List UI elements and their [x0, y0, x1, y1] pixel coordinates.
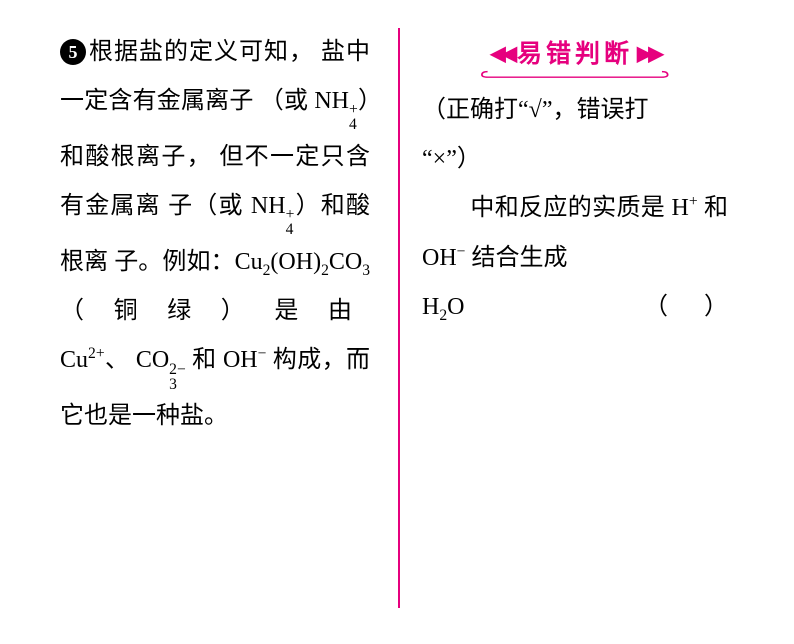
text: H — [422, 294, 439, 320]
right-column: ◀◀ 易错判断 ▶▶ （正确打“√”，错误打 “×”） 中和反应的实质是 H+ … — [408, 28, 728, 624]
text: CO — [136, 347, 169, 373]
text: 中和反应的实质是 — [470, 195, 665, 221]
sub: 2 — [321, 262, 329, 279]
section-header: ◀◀ 易错判断 ▶▶ — [422, 32, 728, 72]
text: （或 NH — [260, 88, 349, 114]
sub: 3 — [362, 262, 370, 279]
text: H — [672, 195, 689, 221]
sup: + — [689, 193, 698, 210]
header-right-arrows-icon: ▶▶ — [637, 43, 660, 65]
text: 子（或 NH — [168, 193, 286, 219]
column-divider — [398, 28, 400, 608]
text: 构成，而 — [266, 347, 370, 373]
left-paragraph: 5根据盐的定义可知， 盐中一定含有金属离子 （或 NH+4）和酸根离子， 但不一… — [60, 28, 370, 442]
text: (OH) — [270, 249, 321, 275]
text: 它也是一种盐。 — [60, 403, 228, 429]
text: 根据盐的定义可知， — [88, 39, 314, 65]
text: 和 OH — [186, 347, 258, 373]
header-underline-icon — [480, 70, 670, 78]
right-paragraph: （正确打“√”，错误打 “×”） 中和反应的实质是 H+ 和 OH− 结合生成 … — [422, 86, 728, 332]
answer-blank[interactable]: （ ） — [644, 283, 728, 332]
text: 子。例如：Cu — [114, 249, 262, 275]
text: 结合生成 — [465, 245, 567, 271]
text: O — [447, 294, 464, 320]
page-container: 5根据盐的定义可知， 盐中一定含有金属离子 （或 NH+4）和酸根离子， 但不一… — [0, 0, 794, 644]
sup: 2+ — [88, 345, 105, 362]
item-number-badge: 5 — [60, 39, 86, 65]
text: （正确打“√”，错误打 — [422, 97, 648, 123]
text: “×”） — [422, 146, 481, 172]
text: CO — [329, 249, 362, 275]
nh4-plus: +4 — [349, 103, 358, 133]
header-title: 易错判断 — [517, 40, 633, 68]
text: 、 — [105, 347, 130, 373]
sub: 2 — [439, 307, 447, 324]
header-left-arrows-icon: ◀◀ — [490, 43, 513, 65]
text: （铜绿）是由 — [60, 298, 370, 324]
co3-2minus: 2−3 — [169, 363, 186, 393]
left-column: 5根据盐的定义可知， 盐中一定含有金属离子 （或 NH+4）和酸根离子， 但不一… — [60, 28, 390, 624]
text: Cu — [60, 347, 88, 373]
